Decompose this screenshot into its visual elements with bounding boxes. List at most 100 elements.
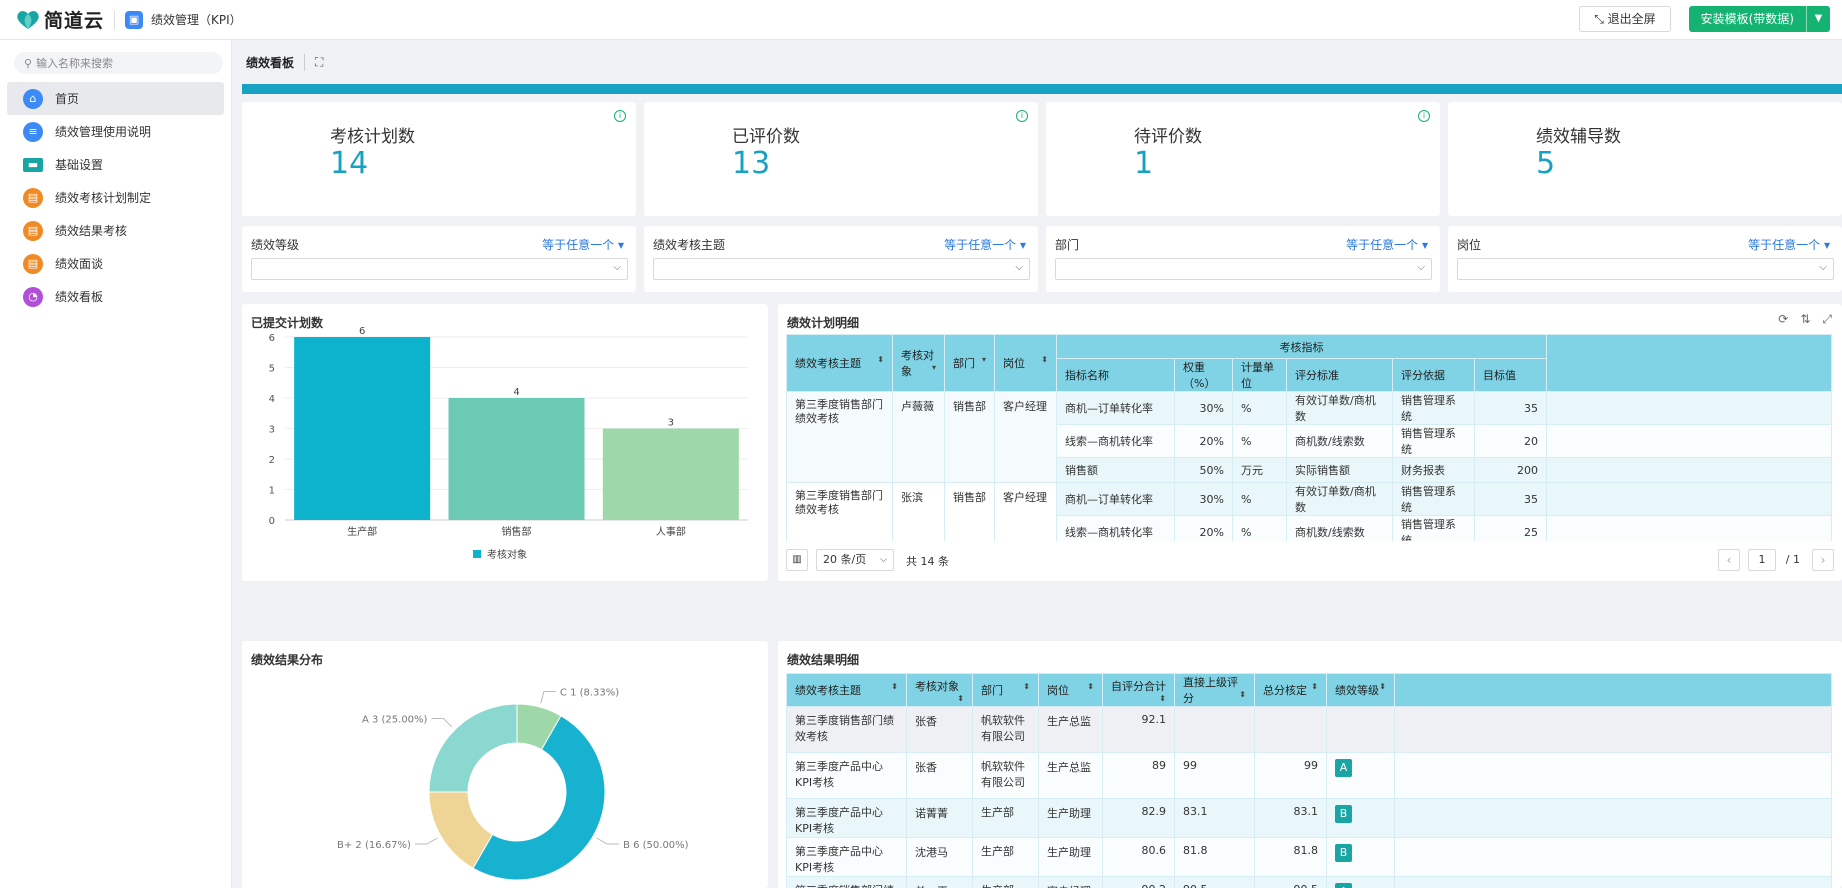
col-header[interactable]: 岗位 ⬍: [1038, 673, 1103, 707]
col-header[interactable]: 计量单位: [1232, 358, 1287, 392]
filter-operator[interactable]: 等于任意一个 ▾: [944, 236, 1026, 253]
table-row[interactable]: 销售额 50% 万元 实际销售额 财务报表 200: [787, 457, 1832, 483]
cell-target: 诺菁菁: [906, 798, 973, 838]
columns-icon[interactable]: ▥: [786, 549, 808, 571]
table-row[interactable]: 线索—商机转化率 20%% 商机数/线索数 销售管理系统 20: [787, 424, 1832, 458]
collapse-icon: ⤡: [1594, 12, 1608, 26]
grade-badge: B: [1335, 805, 1352, 823]
filter-icon[interactable]: ▾: [931, 363, 936, 372]
col-header[interactable]: 绩效考核主题 ⬍: [786, 673, 907, 707]
expand-icon[interactable]: ⤢: [1822, 312, 1832, 326]
pagination: ▥ 20 条/页 ⌵ 共 14 条 ‹ 1 / 1 ›: [786, 549, 1834, 573]
refresh-icon[interactable]: ⟳: [1778, 312, 1789, 326]
sidebar-item[interactable]: ≡ 绩效管理使用说明: [7, 115, 224, 148]
cell-standard: 商机数/线索数: [1286, 424, 1393, 458]
cell-dept: 帆软软件有限公司: [972, 706, 1039, 753]
search-input[interactable]: ⚲ 输入名称来搜索: [14, 52, 223, 74]
cell-target: 单一平: [906, 876, 973, 888]
table-row[interactable]: 第三季度产品中心KPI考核 诺菁菁 生产部 生产助理 82.9 83.1 83.1 B: [786, 798, 1832, 838]
cell-unit: %: [1232, 391, 1287, 425]
app-name[interactable]: 绩效管理（KPI）: [151, 13, 242, 27]
info-icon[interactable]: i: [1418, 110, 1430, 122]
install-template-button[interactable]: 安装模板(带数据) ▼: [1688, 6, 1830, 32]
sidebar-item[interactable]: ⌂ 首页: [7, 82, 224, 115]
sort-icon[interactable]: ⬍: [891, 682, 898, 691]
table-row[interactable]: 线索—商机转化率 20%% 商机数/线索数 销售管理系统 25: [787, 515, 1832, 541]
table-row[interactable]: 第三季度销售部门绩效考核 张滨 销售部 客户经理 商机—订单转化率 30%% 有效订单数/商…: [786, 482, 1832, 541]
info-icon[interactable]: i: [1016, 110, 1028, 122]
sort-icon[interactable]: ⬍: [1311, 682, 1318, 691]
filter-select[interactable]: ⌵: [653, 258, 1030, 280]
info-icon[interactable]: i: [614, 110, 626, 122]
cell-goal: 20: [1474, 424, 1547, 458]
table-row[interactable]: 第三季度销售部门绩效考核 张香 帆软软件有限公司 生产总监 92.1: [786, 706, 1832, 753]
next-page-button[interactable]: ›: [1812, 549, 1834, 571]
cell-dept: 销售部: [944, 482, 995, 541]
chevron-down-icon: ⌵: [613, 262, 621, 273]
table-row[interactable]: 第三季度销售部门绩效考单一平生产部客户经理90.290.590.5A: [786, 876, 1832, 888]
sidebar-item[interactable]: ▤ 绩效结果考核: [7, 214, 224, 247]
table-row[interactable]: 第三季度产品中心KPI考核 张香 帆软软件有限公司 生产总监 89 99 99 A: [786, 752, 1832, 799]
sort-icon[interactable]: ⬍: [877, 355, 884, 364]
cell-boss-score: [1174, 706, 1255, 753]
col-header[interactable]: 评分依据: [1392, 358, 1475, 392]
stat-label: 待评价数: [1134, 127, 1202, 147]
sort-icon[interactable]: ⬍: [1239, 690, 1246, 699]
bar[interactable]: [294, 337, 431, 520]
sort-icon[interactable]: ⬍: [1159, 693, 1166, 703]
col-header[interactable]: 总分核定 ⬍: [1254, 673, 1327, 707]
filter-operator[interactable]: 等于任意一个 ▾: [1748, 236, 1830, 253]
table-row[interactable]: 第三季度产品中心KPI考核 沈港马 生产部 生产助理 80.6 81.8 81.8 B: [786, 837, 1832, 877]
col-header[interactable]: 指标名称: [1056, 358, 1175, 392]
col-header[interactable]: 直接上级评分 ⬍: [1174, 673, 1255, 707]
page-input[interactable]: 1: [1748, 549, 1776, 571]
col-header[interactable]: 目标值: [1474, 358, 1547, 392]
y-tick-label: 0: [269, 516, 275, 527]
table-row[interactable]: 第三季度销售部门绩效考核 卢薇薇 销售部 客户经理 商机—订单转化率 30%% 有效订单数/…: [786, 391, 1832, 483]
result-table: 绩效考核主题 ⬍ 考核对象 ⬍ 部门 ⬍ 岗位 ⬍ 自评分合计 ⬍ 直接上级评分 ⬍ 总分核定 ⬍ 绩效等级…: [786, 673, 1832, 888]
col-header[interactable]: 部门 ▾: [944, 334, 995, 392]
cell-basis: 销售管理系统: [1392, 391, 1475, 425]
sidebar-item[interactable]: ▬ 基础设置: [7, 148, 224, 181]
filter-select[interactable]: ⌵: [1055, 258, 1432, 280]
col-header[interactable]: 绩效等级 ⬍: [1326, 673, 1395, 707]
sort-icon[interactable]: ⬍: [1041, 355, 1048, 364]
col-header[interactable]: 绩效考核主题 ⬍: [786, 334, 893, 392]
cell-target: 沈港马: [906, 837, 973, 877]
col-header[interactable]: 考核对象 ⬍: [906, 673, 973, 707]
col-header[interactable]: 自评分合计 ⬍: [1102, 673, 1175, 707]
logo[interactable]: 简道云: [16, 6, 104, 33]
pie-slice[interactable]: [472, 715, 606, 881]
exit-fullscreen-button[interactable]: ⤡ 退出全屏: [1579, 6, 1671, 32]
filter-select[interactable]: ⌵: [1457, 258, 1834, 280]
bar[interactable]: [448, 398, 585, 520]
sidebar-item[interactable]: ▤ 绩效考核计划制定: [7, 181, 224, 214]
col-header[interactable]: 部门 ⬍: [972, 673, 1039, 707]
sort-icon[interactable]: ⬍: [957, 693, 964, 703]
legend-label[interactable]: 考核对象: [487, 548, 527, 561]
cell-boss-score: 99: [1174, 752, 1255, 799]
pie-slice[interactable]: [428, 703, 518, 793]
sort-icon[interactable]: ⬍: [1087, 682, 1094, 691]
bar[interactable]: [602, 428, 739, 521]
col-header[interactable]: 考核对象 ▾: [892, 334, 945, 392]
sort-icon[interactable]: ⬍: [1023, 682, 1030, 691]
sidebar-item[interactable]: ◔ 绩效看板: [7, 280, 224, 313]
fullscreen-icon[interactable]: ⛶: [315, 54, 324, 69]
page-size-select[interactable]: 20 条/页 ⌵: [816, 549, 894, 571]
filter-operator[interactable]: 等于任意一个 ▾: [1346, 236, 1428, 253]
cell-target: 张香: [906, 706, 973, 753]
cell-empty: [1546, 515, 1832, 541]
filter-select[interactable]: ⌵: [251, 258, 628, 280]
filter-icon[interactable]: ▾: [981, 355, 986, 364]
col-header[interactable]: 评分标准: [1286, 358, 1393, 392]
sidebar-item[interactable]: ▤ 绩效面谈: [7, 247, 224, 280]
col-header[interactable]: 权重（%）: [1174, 358, 1233, 392]
sort-icon[interactable]: ⬍: [1379, 682, 1386, 691]
col-header[interactable]: 岗位 ⬍: [994, 334, 1057, 392]
filter-operator-label: 等于任意一个: [944, 238, 1017, 252]
filter-operator[interactable]: 等于任意一个 ▾: [542, 236, 624, 253]
chevron-down-icon[interactable]: ▼: [1806, 6, 1830, 32]
sort-icon[interactable]: ⇅: [1800, 312, 1811, 326]
prev-page-button[interactable]: ‹: [1718, 549, 1740, 571]
